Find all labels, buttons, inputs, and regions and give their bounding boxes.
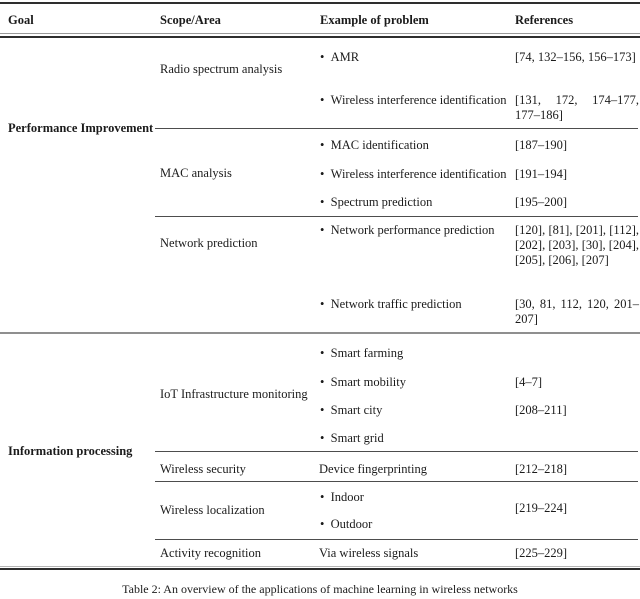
scope-label-wireless-security: Wireless security	[160, 462, 246, 476]
goal-label-information-processing: Information processing	[8, 444, 133, 458]
group-divider-rule	[0, 332, 640, 334]
example-item-network-performance-prediction: Network performance prediction	[320, 223, 495, 238]
refs-activity-recognition: [225–229]	[515, 546, 568, 560]
refs-network-traffic-prediction: [30, 81, 112, 120, 201–207]	[515, 297, 639, 326]
refs-device-fingerprinting: [212–218]	[515, 462, 568, 476]
refs-smart-mobility: [4–7]	[515, 375, 543, 389]
scope-divider-3	[155, 451, 638, 452]
scope-label-radio-spectrum-analysis: Radio spectrum analysis	[160, 62, 283, 76]
refs-mac-identification: [187–190]	[515, 138, 568, 152]
header-rule-thick	[0, 36, 640, 38]
refs-smart-city: [208–211]	[515, 403, 567, 417]
example-item-smart-farming: Smart farming	[320, 346, 404, 361]
col-header-scope: Scope/Area	[160, 13, 221, 27]
example-item-wireless-interference-id-1: Wireless interference identification	[320, 93, 507, 108]
bottom-rule-thin	[0, 566, 640, 567]
scope-divider-4	[155, 481, 638, 482]
example-item-smart-mobility: Smart mobility	[320, 375, 406, 390]
col-header-references: References	[515, 13, 574, 27]
header-rule-thin	[0, 33, 640, 34]
example-item-via-wireless-signals: Via wireless signals	[319, 546, 419, 560]
scope-label-network-prediction: Network prediction	[160, 236, 258, 250]
refs-wireless-interference-id-1: [131, 172, 174–177, 177–186]	[515, 93, 639, 122]
refs-spectrum-prediction: [195–200]	[515, 195, 568, 209]
scope-divider-1	[155, 128, 638, 129]
scope-label-wireless-localization: Wireless localization	[160, 503, 265, 517]
example-item-network-traffic-prediction: Network traffic prediction	[320, 297, 462, 312]
example-item-smart-grid: Smart grid	[320, 431, 384, 446]
scope-label-activity-recognition: Activity recognition	[160, 546, 262, 560]
bottom-rule-thick	[0, 568, 640, 570]
example-item-spectrum-prediction: Spectrum prediction	[320, 195, 433, 210]
scope-label-mac-analysis: MAC analysis	[160, 166, 232, 180]
col-header-goal: Goal	[8, 13, 34, 27]
top-rule	[0, 2, 640, 4]
refs-amr: [74, 132–156, 156–173]	[515, 50, 636, 64]
col-header-example: Example of problem	[320, 13, 429, 27]
refs-wireless-interference-id-2: [191–194]	[515, 167, 568, 181]
table-caption: Table 2: An overview of the applications…	[122, 582, 518, 596]
scope-label-iot-infrastructure-monitoring: IoT Infrastructure monitoring	[160, 387, 308, 401]
example-item-device-fingerprinting: Device fingerprinting	[319, 462, 427, 476]
scope-divider-5	[155, 539, 638, 540]
scope-divider-2	[155, 216, 638, 217]
refs-wireless-localization: [219–224]	[515, 501, 568, 515]
example-item-wireless-interference-id-2: Wireless interference identification	[320, 167, 507, 182]
example-item-outdoor: Outdoor	[320, 517, 373, 532]
refs-network-performance-prediction: [120], [81], [201], [112], [202], [203],…	[515, 223, 639, 267]
example-item-amr: AMR	[320, 50, 359, 65]
goal-label-performance-improvement: Performance Improvement	[8, 121, 154, 135]
example-item-smart-city: Smart city	[320, 403, 383, 418]
example-item-indoor: Indoor	[320, 490, 364, 505]
example-item-mac-identification: MAC identification	[320, 138, 429, 153]
